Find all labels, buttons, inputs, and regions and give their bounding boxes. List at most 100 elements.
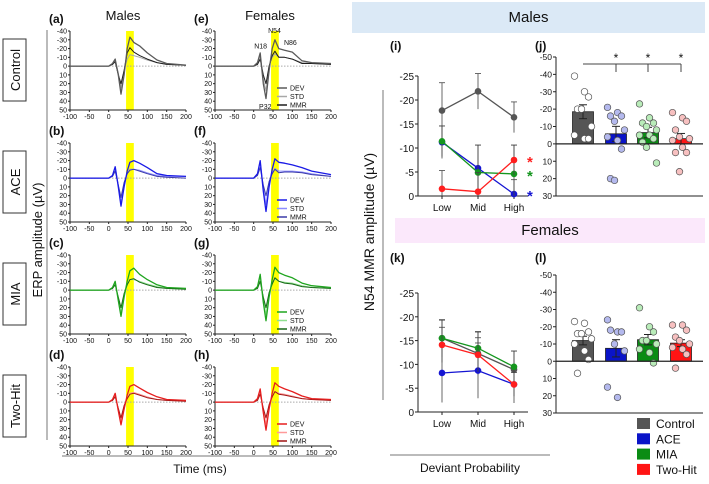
individual-point-two-hit	[682, 117, 691, 125]
y-tick-label: 50	[59, 108, 67, 115]
x-tick-label: 50	[269, 338, 277, 345]
x-tick-label: 200	[325, 114, 337, 121]
y-tick-label: -30	[202, 373, 212, 380]
y-tick-label: 50	[59, 332, 67, 339]
y-tick-label: -20	[57, 158, 67, 165]
n54-window	[126, 367, 134, 446]
individual-point-control	[570, 72, 579, 80]
y-tick-label: -40	[202, 253, 212, 260]
individual-point-two-hit	[682, 326, 691, 334]
x-tick-label: -50	[229, 114, 239, 121]
y-tick-label: -10	[400, 360, 415, 371]
x-tick-label-low: Low	[433, 419, 452, 430]
y-tick-label: 0	[408, 192, 414, 203]
y-tick-label: -10	[540, 122, 553, 132]
y-tick-label: 30	[59, 314, 67, 321]
erp-ylabel: ERP amplitude (µV)	[30, 183, 45, 298]
x-tick-label-mid: Mid	[470, 203, 486, 214]
y-tick-label: 30	[543, 408, 553, 418]
individual-point-mia	[642, 122, 651, 131]
y-tick-label: -50	[540, 270, 553, 280]
row-label-two-hit: Two-Hit	[8, 384, 23, 428]
significance-star: *	[679, 51, 684, 65]
y-tick-label: 30	[204, 314, 212, 321]
data-point-control	[510, 113, 518, 121]
individual-point-two-hit	[668, 108, 677, 117]
y-tick-label: -10	[202, 279, 212, 286]
individual-point-control	[580, 319, 589, 327]
row-label-ace: ACE	[8, 168, 23, 195]
x-tick-label-low: Low	[433, 203, 452, 214]
y-tick-label: 30	[59, 90, 67, 97]
x-tick-label: 50	[124, 114, 132, 121]
y-tick-label: -50	[540, 52, 553, 62]
individual-point-mia	[649, 328, 658, 336]
y-tick-label: 40	[204, 435, 212, 442]
legend-label-mia: MIA	[656, 448, 677, 462]
column-title-females: Females	[245, 8, 295, 23]
legend-label-mmr: MMR	[290, 439, 307, 446]
n54-window	[271, 31, 279, 110]
panel-letter: (c)	[49, 236, 64, 250]
y-tick-label: 0	[208, 400, 212, 407]
n54-window	[126, 31, 134, 110]
y-tick-label: 0	[208, 288, 212, 295]
x-tick-label: 0	[107, 450, 111, 457]
y-tick-label: -30	[57, 373, 67, 380]
trace-dev	[215, 39, 332, 100]
erp-xlabel: Time (ms)	[173, 462, 227, 476]
y-tick-label: 0	[408, 408, 414, 419]
x-tick-label: -50	[229, 450, 239, 457]
x-tick-label: -100	[208, 114, 222, 121]
x-tick-label: -50	[229, 226, 239, 233]
y-tick-label: -20	[202, 270, 212, 277]
data-point-ace	[438, 369, 446, 377]
x-tick-label: 0	[252, 450, 256, 457]
x-tick-label: 0	[252, 114, 256, 121]
individual-point-two-hit	[685, 340, 694, 348]
individual-point-mia	[645, 323, 654, 331]
y-tick-label: -40	[202, 29, 212, 36]
x-tick-label: 50	[124, 226, 132, 233]
y-tick-label: -40	[57, 141, 67, 148]
row-label-box	[2, 150, 27, 214]
y-tick-label: 10	[204, 72, 212, 79]
x-tick-label: 150	[161, 226, 173, 233]
individual-point-mia	[635, 100, 644, 108]
y-tick-label: 10	[543, 156, 553, 166]
individual-point-control	[580, 347, 589, 355]
deviant-prob-label: Deviant Probability	[420, 461, 520, 475]
panel-letter: (i)	[390, 39, 401, 53]
individual-point-control	[577, 330, 586, 338]
y-tick-label: 20	[59, 193, 67, 200]
y-tick-label: -20	[540, 104, 553, 114]
x-tick-label: -100	[208, 338, 222, 345]
individual-point-two-hit	[668, 343, 677, 352]
y-tick-label: 0	[208, 176, 212, 183]
y-tick-label: -10	[540, 339, 553, 349]
x-tick-label: 150	[161, 450, 173, 457]
y-tick-label: 30	[204, 202, 212, 209]
y-tick-label: -10	[57, 167, 67, 174]
data-point-control	[438, 107, 446, 114]
n54-window	[271, 143, 279, 222]
significance-star-ace: *	[527, 188, 533, 205]
y-tick-label: -40	[540, 69, 553, 79]
x-tick-label: 200	[325, 338, 337, 345]
x-tick-label: 50	[269, 114, 277, 121]
y-tick-label: -15	[400, 337, 415, 348]
y-tick-label: -15	[400, 120, 415, 131]
y-tick-label: -30	[202, 149, 212, 156]
y-tick-label: 20	[204, 81, 212, 88]
y-tick-label: -40	[57, 365, 67, 372]
y-tick-label: -30	[540, 87, 553, 97]
x-tick-label-high: High	[504, 203, 525, 214]
individual-point-two-hit	[685, 135, 694, 143]
x-tick-label: -50	[84, 338, 94, 345]
data-point-mia	[438, 137, 446, 145]
individual-point-control	[584, 93, 593, 101]
y-tick-label: -20	[202, 158, 212, 165]
x-tick-label: -100	[63, 338, 77, 345]
individual-point-control	[580, 88, 589, 96]
y-tick-label: -40	[57, 253, 67, 260]
